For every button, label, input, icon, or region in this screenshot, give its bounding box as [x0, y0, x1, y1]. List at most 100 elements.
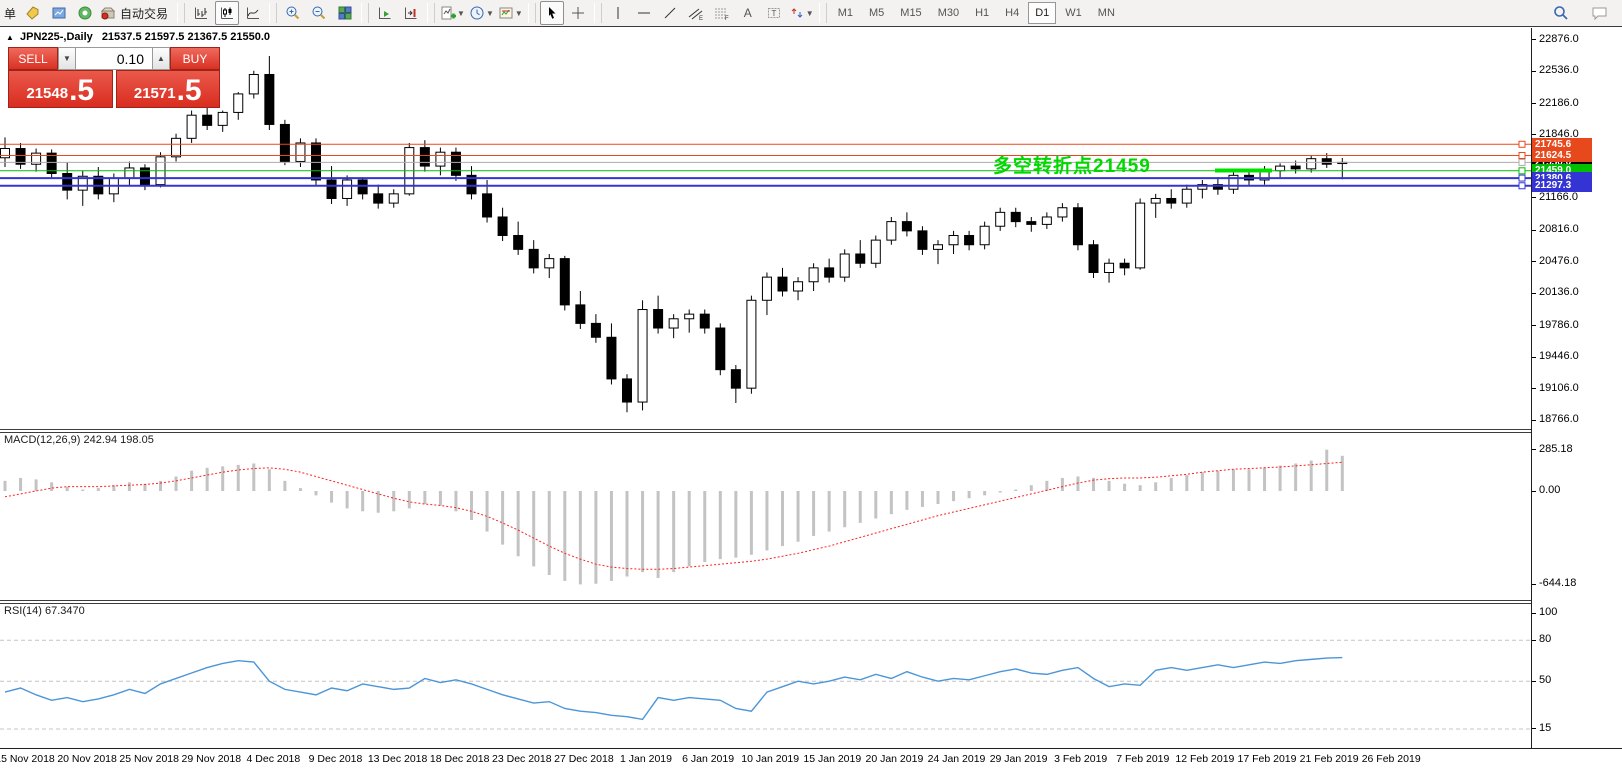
buy-price-pips: .5	[176, 74, 202, 107]
date-label: 1 Jan 2019	[620, 753, 672, 765]
periods-button[interactable]: ▼	[468, 1, 495, 25]
text-button[interactable]: A	[736, 1, 760, 25]
bar-chart-button[interactable]	[189, 1, 213, 25]
date-label: 18 Dec 2018	[429, 753, 490, 765]
line-handle[interactable]	[1518, 174, 1526, 182]
equidistant-channel-button[interactable]: E	[684, 1, 708, 25]
y-axis-label: -644.18	[1539, 577, 1577, 590]
timeframe-button-m5[interactable]: M5	[869, 7, 885, 19]
chat-button[interactable]	[1588, 1, 1612, 25]
volume-increase-button[interactable]: ▲	[152, 47, 170, 70]
date-label: 17 Feb 2019	[1237, 753, 1297, 765]
timeframe-button-m1[interactable]: M1	[837, 7, 853, 19]
autotrading-button[interactable]: 自动交易	[99, 1, 173, 25]
axis-tick	[1532, 490, 1536, 492]
y-axis-label: 19786.0	[1539, 318, 1579, 331]
timeframe-button-m15[interactable]: M15	[900, 7, 922, 19]
indicators-button[interactable]: ▼	[439, 1, 466, 25]
timeframe-button-mn[interactable]: MN	[1097, 7, 1115, 19]
tile-windows-button[interactable]	[333, 1, 357, 25]
axis-tick	[1532, 197, 1536, 199]
collapse-arrow-icon[interactable]: ▲	[6, 33, 14, 42]
navigator-button[interactable]	[73, 1, 97, 25]
date-label: 4 Dec 2018	[246, 753, 301, 765]
chart-title: ▲ JPN225-,Daily 21537.5 21597.5 21367.5 …	[6, 31, 270, 43]
trendline-button[interactable]	[658, 1, 682, 25]
axis-tick	[1532, 419, 1536, 421]
new-order-button[interactable]	[21, 1, 45, 25]
macd-chart-canvas[interactable]	[0, 433, 1531, 600]
price-chart-canvas[interactable]	[0, 28, 1531, 429]
date-label: 23 Dec 2018	[492, 753, 552, 765]
bar-chart-icon	[195, 7, 208, 19]
line-handle[interactable]	[1518, 151, 1526, 159]
date-label: 9 Dec 2018	[308, 753, 363, 765]
toolbar-right-group	[1548, 1, 1613, 25]
crosshair-button[interactable]	[566, 1, 590, 25]
zoom-in-icon	[286, 6, 300, 20]
axis-tick	[1532, 680, 1536, 682]
search-button[interactable]	[1549, 1, 1573, 25]
annotation-text[interactable]: 多空转折点21459	[993, 156, 1151, 177]
price-tag: 21624.5	[1532, 148, 1592, 162]
chart-shift-button[interactable]	[399, 1, 423, 25]
buy-price-button[interactable]: 21571 .5	[115, 70, 220, 108]
pane-separator[interactable]	[0, 600, 1622, 604]
sell-price-button[interactable]: 21548 .5	[8, 70, 113, 108]
cursor-button[interactable]	[539, 1, 564, 25]
market-watch-button[interactable]	[47, 1, 71, 25]
line-chart-button[interactable]	[241, 1, 265, 25]
line-handle[interactable]	[1518, 158, 1526, 166]
buy-button[interactable]: BUY	[170, 47, 220, 70]
axis-tick	[1532, 229, 1536, 231]
date-label: 21 Feb 2019	[1299, 753, 1359, 765]
axis-tick	[1532, 39, 1536, 41]
date-label: 10 Jan 2019	[741, 753, 800, 765]
timeframe-button-h1[interactable]: H1	[975, 7, 990, 19]
sell-price-pips: .5	[69, 74, 95, 107]
timeframe-button-m30[interactable]: M30	[937, 7, 960, 19]
toolbar-separator	[818, 3, 827, 23]
vertical-line-button[interactable]	[606, 1, 630, 25]
y-axis-label: 285.18	[1539, 442, 1573, 455]
date-label: 6 Jan 2019	[682, 753, 735, 765]
line-handle[interactable]	[1518, 182, 1526, 190]
auto-scroll-button[interactable]	[373, 1, 397, 25]
y-axis-label: 20816.0	[1539, 223, 1579, 236]
line-handle[interactable]	[1518, 140, 1526, 148]
date-axis[interactable]	[0, 748, 1622, 773]
timeframe-button-w1[interactable]: W1	[1065, 7, 1082, 19]
sell-price-main: 21548	[26, 85, 69, 102]
volume-input[interactable]	[76, 47, 152, 70]
fibonacci-button[interactable]: F	[710, 1, 734, 25]
date-label: 12 Feb 2019	[1175, 753, 1235, 765]
volume-decrease-button[interactable]: ▼	[58, 47, 76, 70]
date-label: 24 Jan 2019	[927, 753, 986, 765]
arrows-icon	[791, 8, 803, 18]
y-axis-label: 15	[1539, 721, 1552, 734]
pane-separator[interactable]	[0, 429, 1622, 433]
arrows-button[interactable]: ▼	[788, 1, 815, 25]
toolbar-separator	[177, 3, 186, 23]
chevron-down-icon: ▼	[805, 8, 814, 18]
horizontal-line-objects[interactable]	[0, 140, 1531, 190]
macd-signal-line	[4, 461, 1343, 570]
y-axis-label: 100	[1539, 606, 1558, 618]
text-label-button[interactable]: T	[762, 1, 786, 25]
y-axis-label: 22876.0	[1539, 32, 1579, 45]
line-handle[interactable]	[1518, 167, 1526, 175]
date-label: 15 Nov 2018	[0, 753, 55, 765]
candlestick-chart-button[interactable]	[215, 1, 240, 25]
templates-button[interactable]: ▼	[497, 1, 524, 25]
rsi-chart-canvas[interactable]	[0, 604, 1531, 748]
sell-button[interactable]: SELL	[8, 47, 58, 70]
svg-text:F: F	[725, 16, 729, 21]
timeframe-button-d1[interactable]: D1	[1028, 2, 1057, 24]
toolbar-separator	[593, 3, 602, 23]
axis-tick	[1532, 103, 1536, 105]
zoom-out-button[interactable]	[307, 1, 331, 25]
timeframe-button-h4[interactable]: H4	[1005, 7, 1020, 19]
zoom-in-button[interactable]	[281, 1, 305, 25]
new-order-label[interactable]: 单	[4, 6, 17, 21]
horizontal-line-button[interactable]	[632, 1, 656, 25]
